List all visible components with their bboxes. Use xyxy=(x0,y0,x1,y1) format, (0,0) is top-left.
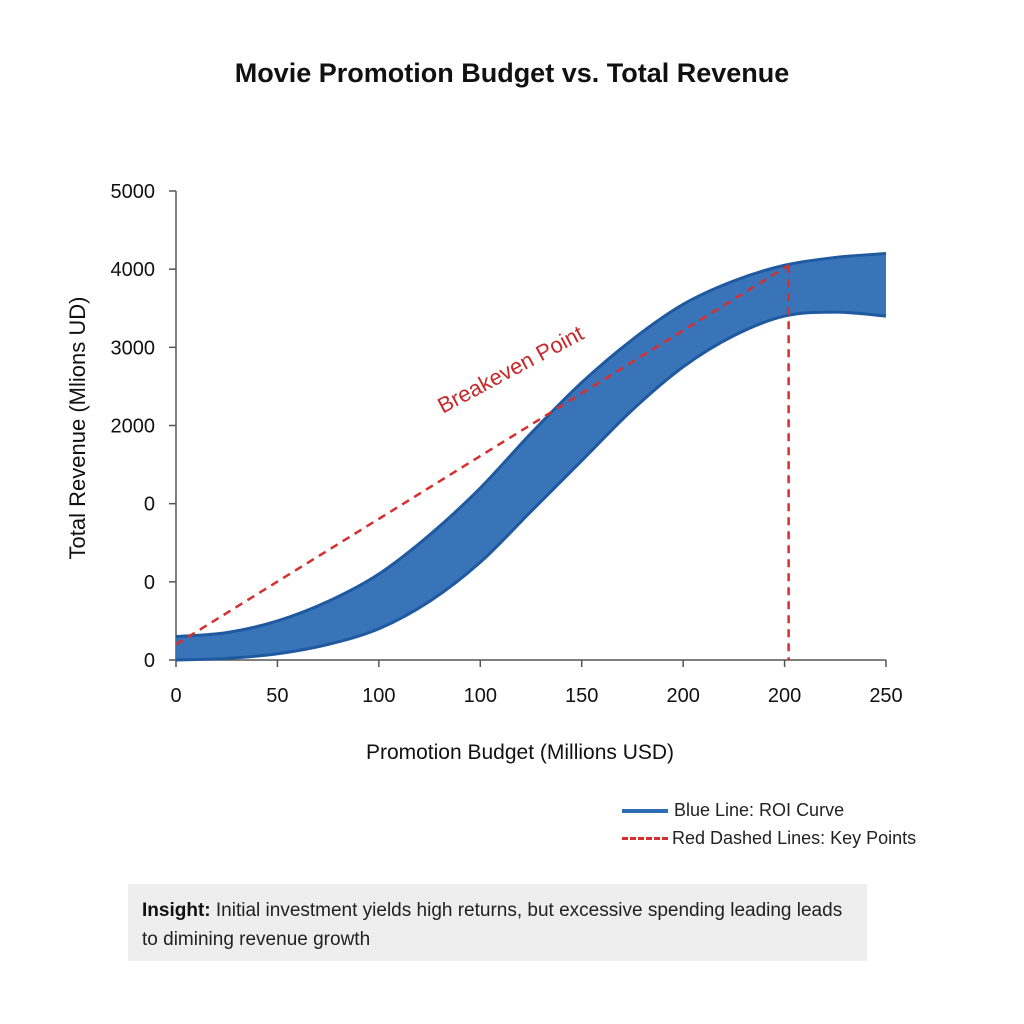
roi-curve-upper-edge xyxy=(175,252,887,639)
legend-solid-line-icon xyxy=(622,808,668,813)
x-tick-label: 100 xyxy=(464,685,497,707)
x-tick-label: 50 xyxy=(266,685,288,707)
insight-label: Insight: xyxy=(142,900,211,921)
roi-curve-lower-edge xyxy=(175,310,887,662)
legend-roi-curve: Blue Line: ROI Curve xyxy=(622,800,844,821)
y-tick-label: 0 xyxy=(144,650,155,672)
legend-key-points-label: Red Dashed Lines: Key Points xyxy=(672,828,917,848)
y-tick-label: 4000 xyxy=(111,259,156,281)
insight-box: Insight: Initial investment yields high … xyxy=(128,884,867,961)
legend-roi-label: Blue Line: ROI Curve xyxy=(674,800,845,820)
x-tick-label: 200 xyxy=(666,685,699,707)
x-tick-label: 200 xyxy=(768,685,801,707)
x-tick-label: 250 xyxy=(869,685,902,707)
x-tick-label: 150 xyxy=(565,685,598,707)
chart-title: Movie Promotion Budget vs. Total Revenue xyxy=(234,58,790,88)
y-tick-label: 5000 xyxy=(111,181,156,203)
x-tick-label: 100 xyxy=(362,685,395,707)
x-axis-label: Promotion Budget (Millions USD) xyxy=(366,741,674,764)
roi-curve-band xyxy=(176,253,886,661)
x-tick-label: 0 xyxy=(170,685,181,707)
legend-dashed-line-icon xyxy=(622,837,668,840)
y-tick-label: 0 xyxy=(144,572,155,594)
y-axis-label: Total Revenue (Mlions UD) xyxy=(65,297,90,560)
insight-text: Initial investment yields high returns, … xyxy=(142,900,843,950)
y-tick-label: 0 xyxy=(144,494,155,516)
y-tick-label: 2000 xyxy=(111,416,156,438)
legend-key-points: Red Dashed Lines: Key Points xyxy=(622,828,916,849)
y-tick-label: 3000 xyxy=(111,337,156,359)
